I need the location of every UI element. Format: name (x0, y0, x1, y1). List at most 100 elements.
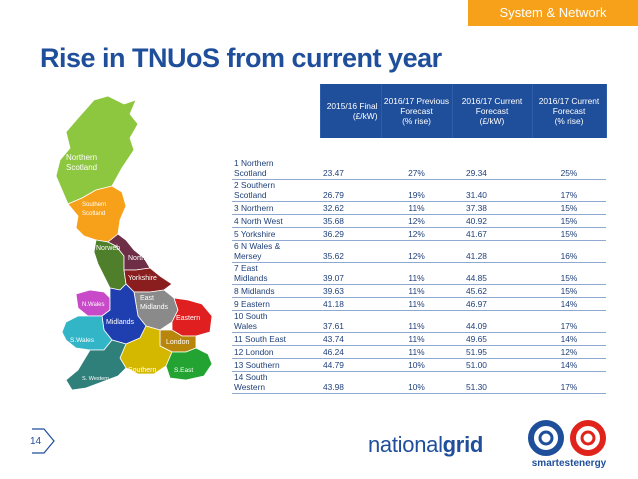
row-region-cell: 4 North West (232, 214, 320, 228)
map-label-southern-scotland: Southern Scotland (82, 202, 108, 217)
row-previous-rise-cell: 11% (381, 345, 452, 359)
table-row: 9 Eastern 41.18 11% 46.97 14% (232, 297, 606, 311)
table-row: 12 London 46.24 11% 51.95 12% (232, 345, 606, 359)
map-label-midlands: Midlands (106, 319, 135, 326)
row-previous-rise-cell: 27% (381, 158, 452, 180)
row-region-cell: 6 N Wales & Mersey (232, 240, 320, 263)
map-label-eastern: Eastern (176, 315, 200, 322)
row-final-cell: 35.62 (320, 240, 381, 263)
row-current-kw-cell: 44.09 (452, 310, 532, 333)
row-current-rise-cell: 15% (532, 284, 606, 298)
row-final-cell: 35.68 (320, 214, 381, 228)
row-current-rise-cell: 17% (532, 371, 606, 394)
table-row: 14 South Western 43.98 10% 51.30 17% (232, 371, 606, 394)
header-current-forecast-kw: 2016/17 Current Forecast (£/kW) (452, 84, 533, 138)
row-current-kw-cell: 37.38 (452, 201, 532, 215)
row-region-cell: 1 Northern Scotland (232, 158, 320, 180)
row-previous-rise-cell: 11% (381, 332, 452, 346)
row-region-cell: 9 Eastern (232, 297, 320, 311)
map-label-london: London (166, 339, 189, 346)
table-row: 5 Yorkshire 36.29 12% 41.67 15% (232, 227, 606, 241)
row-previous-rise-cell: 11% (381, 284, 452, 298)
header-region (232, 84, 321, 138)
row-final-cell: 39.07 (320, 262, 381, 285)
row-current-kw-cell: 31.40 (452, 179, 532, 202)
row-current-rise-cell: 17% (532, 310, 606, 333)
row-region-cell: 14 South Western (232, 371, 320, 394)
row-final-cell: 39.63 (320, 284, 381, 298)
region-northern-scotland (55, 95, 139, 205)
map-label-southern: Southern (128, 367, 157, 374)
row-current-kw-cell: 51.00 (452, 358, 532, 372)
header-current-forecast-rise: 2016/17 Current Forecast (% rise) (532, 84, 607, 138)
row-current-rise-cell: 15% (532, 201, 606, 215)
row-final-cell: 32.62 (320, 201, 381, 215)
map-label-s-wales: S.Wales (70, 337, 95, 344)
region-southern-scotland (67, 185, 127, 243)
row-region-cell: 5 Yorkshire (232, 227, 320, 241)
row-current-rise-cell: 15% (532, 227, 606, 241)
row-current-rise-cell: 15% (532, 214, 606, 228)
smartest-energy-logo-icon (528, 420, 606, 456)
row-current-rise-cell: 25% (532, 158, 606, 180)
row-previous-rise-cell: 11% (381, 262, 452, 285)
row-current-rise-cell: 15% (532, 262, 606, 285)
row-region-cell: 12 London (232, 345, 320, 359)
row-previous-rise-cell: 12% (381, 214, 452, 228)
row-current-kw-cell: 40.92 (452, 214, 532, 228)
row-current-kw-cell: 46.97 (452, 297, 532, 311)
table-row: 13 Southern 44.79 10% 51.00 14% (232, 358, 606, 372)
row-current-kw-cell: 51.30 (452, 371, 532, 394)
table-header-row: 2015/16 Final (£/kW) 2016/17 Previous Fore… (232, 84, 607, 138)
row-current-rise-cell: 17% (532, 179, 606, 202)
row-final-cell: 43.74 (320, 332, 381, 346)
map-label-east-midlands: East Midlands (140, 295, 169, 311)
row-region-cell: 8 Midlands (232, 284, 320, 298)
row-region-cell: 13 Southern (232, 358, 320, 372)
smartest-energy-logo-text: smartestenergy (531, 458, 607, 469)
map-label-northern-scotland: Northern Scotland (66, 153, 99, 172)
table-row: 4 North West 35.68 12% 40.92 15% (232, 214, 606, 228)
map-label-norweb: Norweb (96, 245, 120, 252)
region-s-western (65, 339, 127, 391)
table-row: 7 East Midlands 39.07 11% 44.85 15% (232, 262, 606, 285)
uk-region-map: Northern Scotland Southern Scotland Norw… (55, 95, 213, 391)
table-row: 1 Northern Scotland 23.47 27% 29.34 25% (232, 158, 606, 180)
row-final-cell: 46.24 (320, 345, 381, 359)
row-current-kw-cell: 51.95 (452, 345, 532, 359)
map-label-s-east: S.East (174, 367, 193, 374)
table-row: 6 N Wales & Mersey 35.62 12% 41.28 16% (232, 240, 606, 263)
row-previous-rise-cell: 12% (381, 240, 452, 263)
row-previous-rise-cell: 10% (381, 371, 452, 394)
row-final-cell: 37.61 (320, 310, 381, 333)
row-region-cell: 7 East Midlands (232, 262, 320, 285)
table-row: 2 Southern Scotland 26.79 19% 31.40 17% (232, 179, 606, 202)
row-region-cell: 2 Southern Scotland (232, 179, 320, 202)
map-label-northern: Northern (128, 255, 155, 262)
row-final-cell: 43.98 (320, 371, 381, 394)
row-current-kw-cell: 49.65 (452, 332, 532, 346)
map-label-s-western: S. Western (82, 376, 109, 382)
row-region-cell: 11 South East (232, 332, 320, 346)
row-previous-rise-cell: 11% (381, 297, 452, 311)
row-current-rise-cell: 12% (532, 345, 606, 359)
row-region-cell: 10 South Wales (232, 310, 320, 333)
row-region-cell: 3 Northern (232, 201, 320, 215)
tnuos-table: 2015/16 Final (£/kW) 2016/17 Previous Fore… (232, 84, 607, 394)
page-title: Rise in TNUoS from current year (40, 43, 442, 73)
national-grid-logo: nationalgrid (368, 432, 484, 457)
header-final-2015-16: 2015/16 Final (£/kW) (320, 84, 382, 138)
section-tag: System & Network (468, 0, 638, 26)
row-current-kw-cell: 44.85 (452, 262, 532, 285)
row-final-cell: 36.29 (320, 227, 381, 241)
map-label-n-wales: N.Wales (82, 302, 104, 308)
page-number-arrow-icon (32, 428, 55, 454)
row-previous-rise-cell: 12% (381, 227, 452, 241)
row-final-cell: 44.79 (320, 358, 381, 372)
row-final-cell: 41.18 (320, 297, 381, 311)
row-current-kw-cell: 45.62 (452, 284, 532, 298)
row-current-rise-cell: 16% (532, 240, 606, 263)
table-row: 8 Midlands 39.63 11% 45.62 15% (232, 284, 606, 298)
row-current-rise-cell: 14% (532, 358, 606, 372)
table-row: 3 Northern 32.62 11% 37.38 15% (232, 201, 606, 215)
